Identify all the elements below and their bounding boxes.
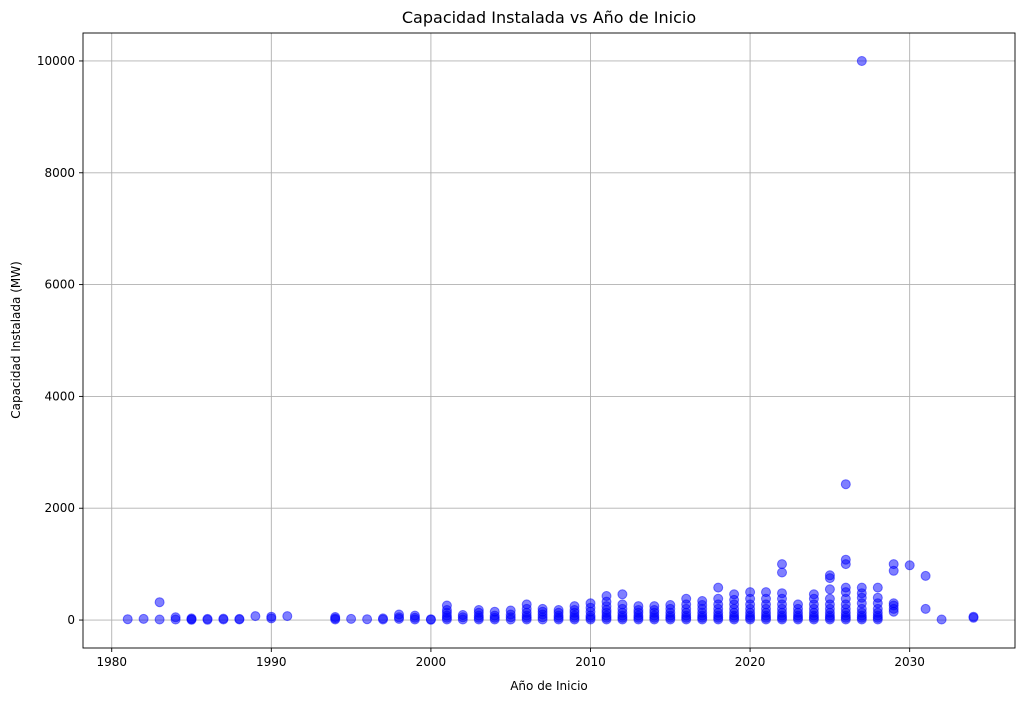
y-tick-label: 6000 bbox=[44, 278, 75, 292]
data-point bbox=[888, 598, 899, 609]
data-point bbox=[154, 597, 165, 608]
data-points bbox=[122, 56, 979, 625]
data-point bbox=[457, 610, 468, 620]
data-point bbox=[824, 584, 835, 595]
data-point bbox=[745, 587, 756, 598]
data-point bbox=[777, 567, 787, 578]
data-point bbox=[394, 609, 404, 620]
data-point bbox=[250, 611, 261, 622]
data-point bbox=[824, 570, 835, 581]
data-point bbox=[856, 56, 867, 66]
data-point bbox=[138, 613, 149, 624]
data-point bbox=[282, 611, 293, 622]
data-point bbox=[346, 613, 357, 624]
data-point bbox=[729, 589, 740, 600]
data-point bbox=[521, 599, 532, 610]
data-point bbox=[409, 610, 420, 621]
x-tick-label: 2020 bbox=[735, 655, 766, 669]
data-point bbox=[633, 601, 644, 612]
data-point bbox=[777, 588, 787, 599]
x-axis-label: Año de Inicio bbox=[510, 679, 588, 693]
data-point bbox=[122, 614, 133, 625]
data-point bbox=[202, 613, 213, 624]
data-point bbox=[872, 582, 883, 593]
x-axis-ticks: 1980 1990 2000 2010 2020 2030 bbox=[96, 648, 925, 669]
chart-title: Capacidad Instalada vs Año de Inicio bbox=[402, 8, 696, 27]
data-point bbox=[920, 570, 931, 581]
data-point bbox=[777, 559, 787, 570]
data-point bbox=[473, 605, 484, 615]
data-point bbox=[856, 582, 867, 593]
data-point bbox=[872, 592, 883, 603]
y-tick-label: 2000 bbox=[44, 501, 75, 515]
plot-frame bbox=[82, 32, 1016, 649]
data-point bbox=[824, 593, 835, 604]
data-point bbox=[505, 605, 516, 616]
data-point bbox=[840, 479, 851, 490]
data-point bbox=[840, 554, 851, 565]
data-point bbox=[936, 614, 947, 625]
x-tick-label: 2000 bbox=[416, 655, 447, 669]
data-point bbox=[585, 598, 596, 609]
y-tick-label: 0 bbox=[67, 613, 75, 627]
data-point bbox=[378, 613, 388, 624]
y-tick-label: 10000 bbox=[37, 54, 75, 68]
x-tick-label: 1990 bbox=[256, 655, 287, 669]
x-tick-label: 1980 bbox=[96, 655, 127, 669]
data-point bbox=[665, 600, 676, 610]
data-point bbox=[569, 601, 580, 612]
data-point bbox=[681, 593, 692, 604]
data-point bbox=[330, 612, 341, 622]
data-point bbox=[489, 606, 500, 617]
data-point bbox=[808, 589, 819, 600]
data-point bbox=[888, 559, 899, 570]
data-point bbox=[920, 603, 931, 614]
data-point bbox=[362, 614, 373, 625]
data-point bbox=[617, 589, 628, 600]
data-point bbox=[617, 599, 628, 610]
data-point bbox=[441, 600, 452, 611]
data-point bbox=[904, 560, 915, 571]
data-point bbox=[154, 614, 165, 625]
x-tick-label: 2030 bbox=[894, 655, 925, 669]
x-tick-label: 2010 bbox=[575, 655, 606, 669]
data-point bbox=[537, 603, 548, 614]
y-tick-label: 8000 bbox=[44, 166, 75, 180]
data-point bbox=[425, 614, 436, 625]
data-point bbox=[968, 611, 979, 622]
data-point bbox=[713, 582, 724, 593]
data-point bbox=[761, 587, 771, 598]
data-point bbox=[170, 612, 181, 623]
data-point bbox=[840, 582, 851, 593]
data-point bbox=[553, 605, 564, 615]
data-point bbox=[713, 593, 724, 604]
data-point bbox=[649, 601, 660, 612]
data-point bbox=[697, 596, 708, 606]
data-point bbox=[218, 613, 229, 624]
data-point bbox=[793, 599, 803, 610]
data-point bbox=[601, 591, 612, 601]
y-axis-label: Capacidad Instalada (MW) bbox=[9, 261, 23, 419]
y-tick-label: 4000 bbox=[44, 389, 75, 403]
data-point bbox=[266, 611, 277, 622]
data-point bbox=[234, 613, 245, 624]
data-point bbox=[186, 613, 197, 624]
y-axis-ticks: 0 2000 4000 6000 8000 10000 bbox=[37, 54, 83, 627]
